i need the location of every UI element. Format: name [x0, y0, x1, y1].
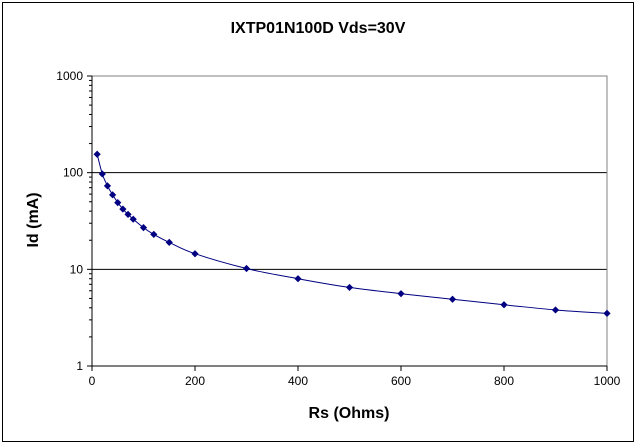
data-point: [448, 295, 457, 303]
y-tick-label: 100: [63, 166, 83, 180]
data-point: [114, 199, 122, 207]
data-point: [294, 275, 302, 283]
data-point: [191, 250, 199, 258]
y-axis-title: Id (mA): [25, 192, 42, 247]
data-point: [242, 264, 251, 273]
series-line: [96, 154, 608, 314]
x-tick-label: 400: [288, 374, 308, 388]
x-tick-label: 800: [494, 374, 514, 388]
data-point: [150, 230, 158, 238]
data-point: [139, 224, 148, 232]
data-point: [119, 205, 127, 213]
x-tick-label: 600: [391, 374, 411, 388]
y-tick-label: 10: [70, 262, 84, 276]
data-point: [165, 238, 173, 246]
x-axis-title: Rs (Ohms): [309, 405, 390, 422]
data-point: [397, 290, 405, 298]
axes: [87, 75, 608, 371]
data-point: [109, 191, 117, 199]
data-point: [129, 215, 137, 223]
chart-frame: [2, 2, 634, 442]
data-point: [551, 306, 560, 314]
chart-title: IXTP01N100D Vds=30V: [231, 20, 406, 37]
tick-labels: 1 10 100 1000 0 200 400 600 800 1000: [56, 69, 620, 388]
x-tick-label: 200: [185, 374, 205, 388]
data-point: [103, 182, 112, 190]
data-point: [98, 170, 106, 178]
data-point: [345, 283, 354, 292]
data-point: [124, 210, 132, 219]
gridlines: [92, 172, 607, 270]
y-tick-label: 1000: [56, 69, 83, 83]
data-point: [93, 150, 101, 158]
data-points: [93, 150, 611, 318]
plot-area: [91, 75, 608, 367]
x-tick-label: 0: [89, 374, 96, 388]
y-tick-label: 1: [76, 359, 83, 373]
x-tick-label: 1000: [594, 374, 621, 388]
data-point: [603, 309, 611, 318]
data-point: [500, 301, 508, 309]
